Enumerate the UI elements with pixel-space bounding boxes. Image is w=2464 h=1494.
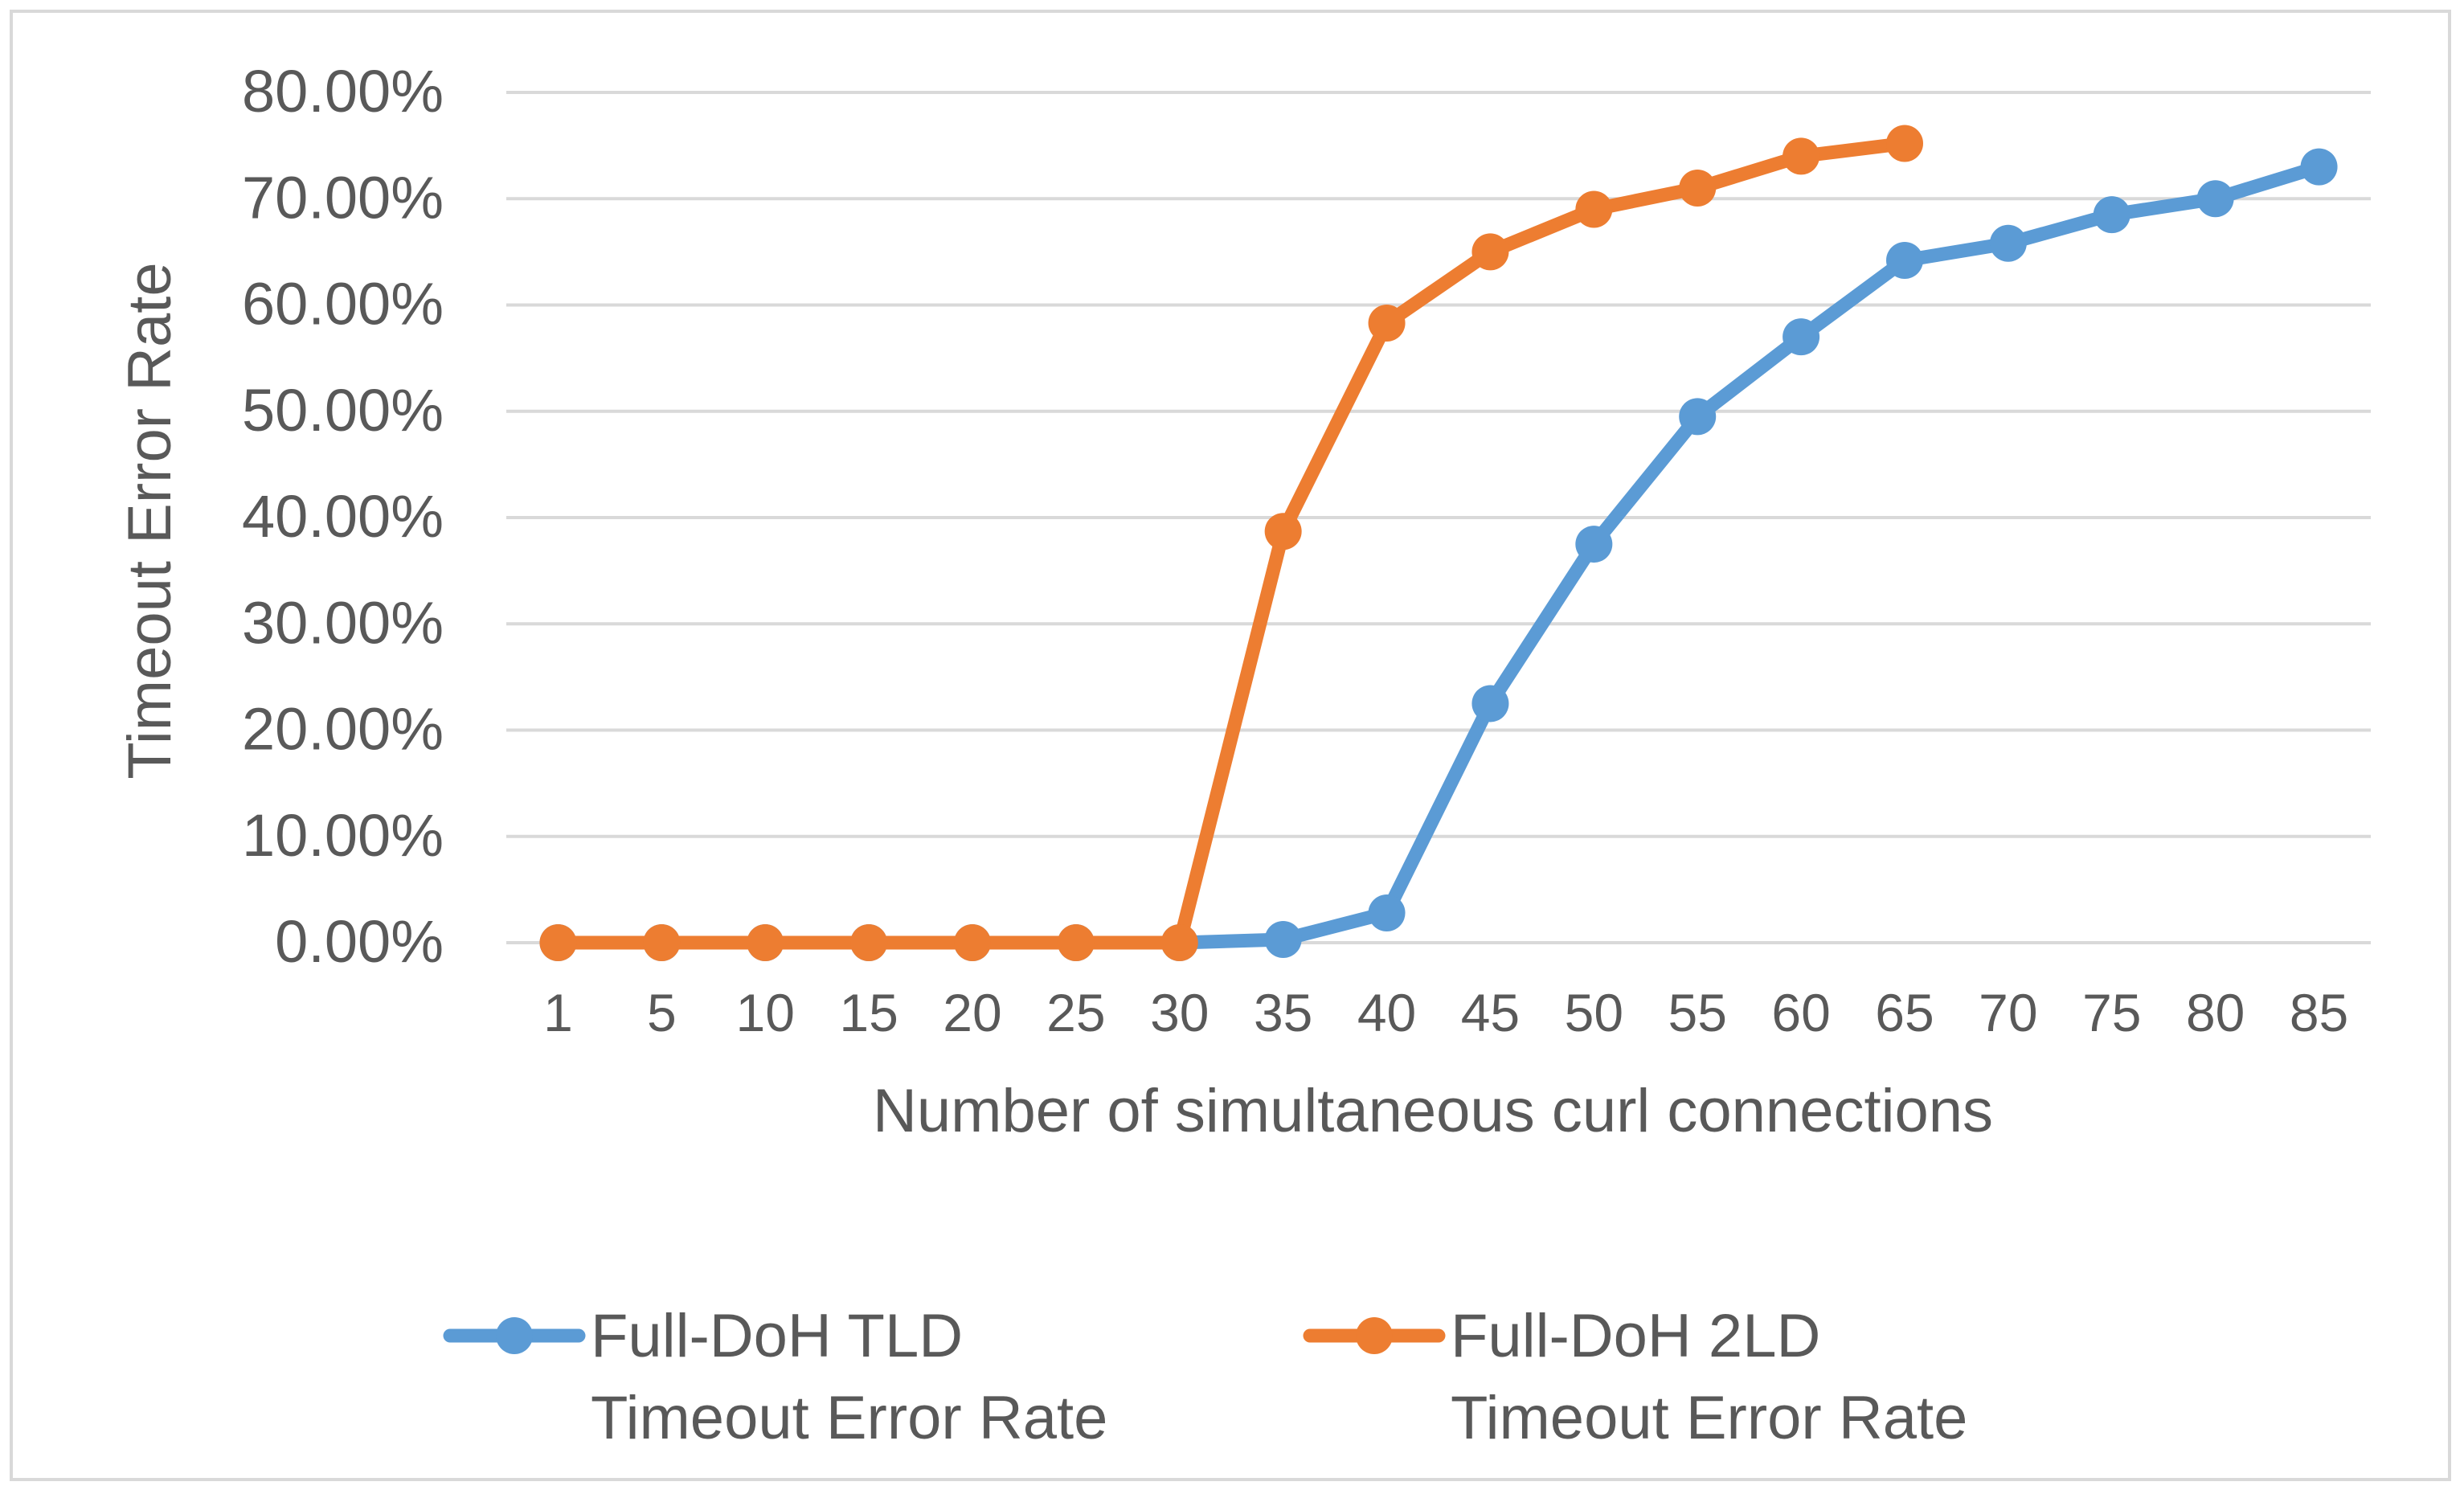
series-1-point	[1264, 921, 1302, 959]
series-1-point	[1783, 318, 1820, 356]
legend-item-1: Full-DoH TLD Timeout Error Rate	[443, 1302, 1107, 1452]
series-1-point	[1575, 526, 1613, 563]
legend-swatch-marker	[496, 1317, 533, 1354]
series-2-point	[1057, 924, 1095, 961]
x-tick-label: 10	[736, 983, 795, 1042]
x-tick-label: 35	[1254, 983, 1312, 1042]
x-tick-label: 85	[2290, 983, 2348, 1042]
legend-item-2: Full-DoH 2LD Timeout Error Rate	[1303, 1302, 1967, 1452]
x-tick-label: 15	[839, 983, 898, 1042]
x-tick-label: 70	[1979, 983, 2037, 1042]
series-2-point	[1160, 924, 1198, 961]
series-layer	[539, 125, 2338, 961]
series-2-point	[643, 924, 681, 961]
series-1-point	[1989, 224, 2027, 262]
x-tick-label: 55	[1668, 983, 1727, 1042]
x-axis-title: Number of simultaneous curl connections	[873, 1077, 1993, 1145]
x-tick-label: 20	[943, 983, 1001, 1042]
x-tick-label: 75	[2082, 983, 2141, 1042]
x-tick-label: 1	[543, 983, 573, 1042]
series-2-point	[1264, 513, 1302, 551]
series-1-point	[1886, 241, 1923, 279]
y-tick-label: 80.00%	[242, 58, 444, 125]
series-1-point	[2196, 180, 2234, 218]
x-tick-label: 30	[1150, 983, 1209, 1042]
x-tick-label: 60	[1771, 983, 1830, 1042]
series-2-point	[954, 924, 991, 961]
series-2-point	[1886, 125, 1923, 162]
series-2-line	[551, 136, 1912, 950]
series-2-point	[1471, 233, 1509, 271]
x-tick-label: 65	[1875, 983, 1934, 1042]
series-2-point	[539, 924, 577, 961]
series-2-point	[1679, 170, 1717, 207]
y-tick-label: 50.00%	[242, 377, 444, 444]
series-1-point	[1471, 685, 1509, 722]
series-1-point	[2300, 148, 2338, 186]
y-axis-title: Timeout Error Rate	[116, 262, 184, 779]
series-1-point	[1679, 398, 1717, 436]
series-1-point	[1368, 894, 1406, 931]
legend-label-line2: Timeout Error Rate	[1451, 1384, 1967, 1452]
series-2-point	[1783, 137, 1820, 175]
x-tick-label: 25	[1046, 983, 1105, 1042]
series-1-point	[2093, 196, 2130, 234]
legend-swatch-marker	[1356, 1317, 1393, 1354]
y-tick-label: 10.00%	[242, 802, 444, 869]
x-tick-label: 5	[647, 983, 677, 1042]
x-tick-label: 50	[1565, 983, 1623, 1042]
legend-label-line1: Full-DoH 2LD	[1451, 1302, 1820, 1370]
y-tick-label: 40.00%	[242, 483, 444, 550]
series-2-point	[1368, 304, 1406, 342]
y-tick-label: 20.00%	[242, 696, 444, 763]
y-tick-label: 60.00%	[242, 271, 444, 338]
x-tick-label: 80	[2186, 983, 2245, 1042]
x-tick-label: 40	[1357, 983, 1416, 1042]
y-tick-label: 30.00%	[242, 589, 444, 656]
series-2-point	[1575, 190, 1613, 228]
series-2-point	[850, 924, 888, 961]
series-2	[539, 125, 1923, 961]
x-tick-label: 45	[1461, 983, 1520, 1042]
y-tick-label: 70.00%	[242, 164, 444, 231]
y-tick-label: 0.00%	[275, 908, 444, 975]
x-tick-labels: 1 5 10 15 20 25 30 35 40 45 50 55 60 65 70 75 80 85	[543, 983, 2348, 1042]
legend-label-line2: Timeout Error Rate	[591, 1384, 1107, 1452]
y-tick-labels: 0.00% 10.00% 20.00% 30.00% 40.00% 50.00% 60.00…	[242, 58, 444, 975]
legend-label-line1: Full-DoH TLD	[591, 1302, 963, 1370]
series-1	[539, 148, 2338, 961]
series-2-point	[747, 924, 784, 961]
